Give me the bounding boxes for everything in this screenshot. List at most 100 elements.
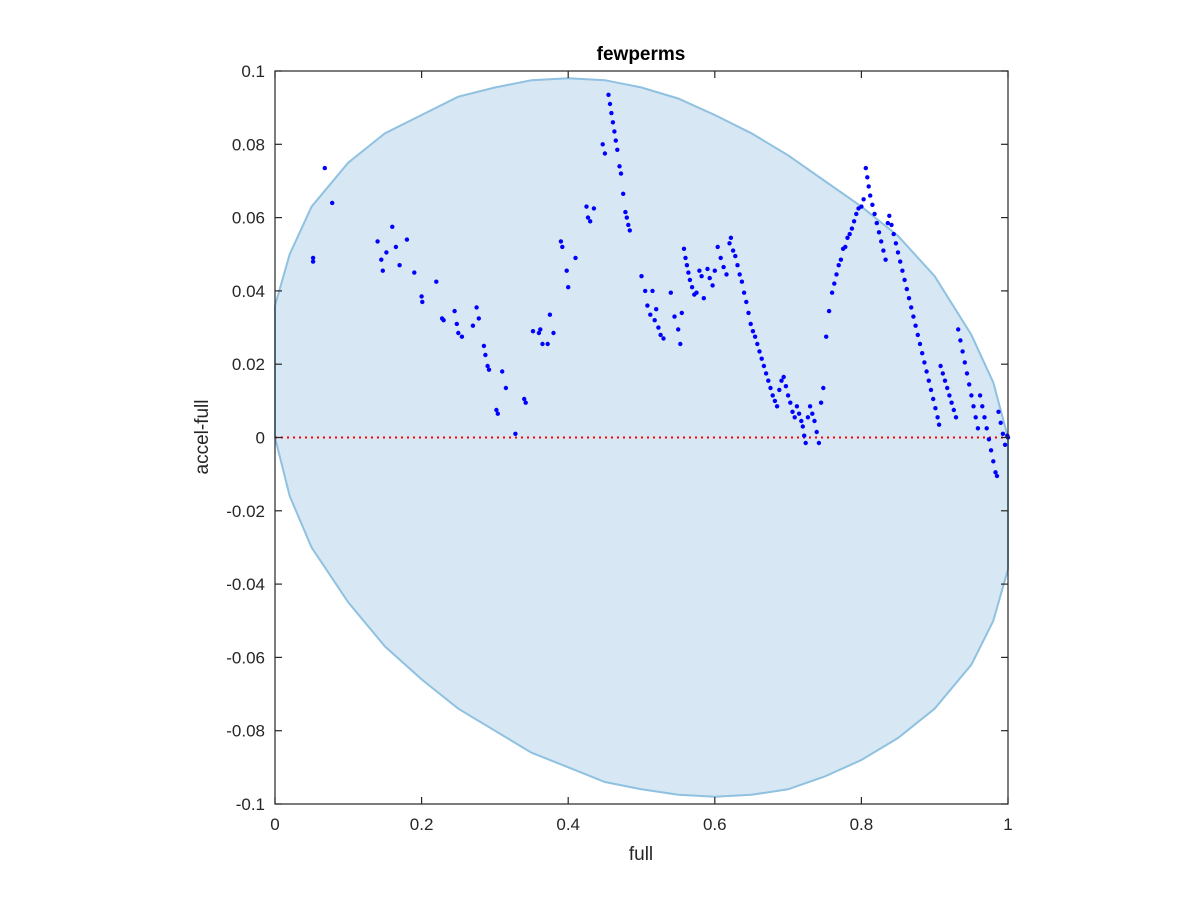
data-point: [679, 310, 684, 316]
data-point: [902, 277, 907, 283]
data-point: [824, 334, 829, 339]
data-point: [615, 147, 620, 152]
data-points: [310, 92, 1011, 479]
data-point: [748, 321, 753, 327]
y-tick-label: 0.08: [232, 135, 265, 154]
data-point: [977, 393, 983, 398]
data-point: [821, 385, 826, 391]
data-point: [474, 305, 479, 310]
y-tick-label: 0: [256, 429, 265, 448]
data-point: [600, 142, 605, 147]
data-point: [545, 341, 550, 347]
data-point: [924, 369, 929, 374]
data-point: [812, 418, 817, 424]
data-point: [503, 385, 509, 391]
data-point: [412, 270, 417, 275]
data-point: [591, 206, 597, 211]
data-point: [991, 459, 996, 464]
data-point: [483, 352, 488, 358]
data-point: [774, 404, 780, 409]
data-point: [705, 266, 710, 272]
data-point: [1002, 442, 1008, 447]
data-point: [623, 209, 628, 215]
data-point: [766, 378, 771, 383]
data-point: [612, 129, 617, 134]
data-point: [763, 371, 769, 376]
data-point: [958, 338, 963, 343]
data-point: [900, 268, 905, 273]
data-point: [969, 393, 974, 398]
data-point: [913, 323, 918, 328]
data-point: [917, 341, 923, 347]
data-point: [838, 257, 844, 262]
data-point: [530, 329, 536, 334]
data-point: [851, 219, 857, 224]
y-tick-label: -0.08: [226, 722, 265, 741]
data-point: [936, 422, 942, 427]
data-point: [699, 274, 704, 279]
data-point: [678, 341, 683, 347]
data-point: [996, 409, 1001, 414]
data-point: [684, 263, 690, 268]
data-point: [718, 255, 723, 261]
data-point: [755, 341, 760, 347]
data-point: [887, 213, 892, 218]
data-point: [523, 400, 528, 405]
data-point: [922, 360, 927, 365]
data-point: [980, 404, 985, 409]
data-point: [710, 283, 715, 288]
data-point: [322, 165, 327, 171]
data-point: [741, 290, 747, 295]
data-point: [639, 274, 644, 279]
data-point: [964, 371, 970, 376]
data-point: [845, 235, 850, 240]
data-point: [799, 418, 804, 424]
data-point: [730, 248, 736, 253]
data-point: [310, 255, 316, 261]
data-point: [870, 202, 875, 207]
data-point: [564, 268, 569, 273]
y-tick-label: 0.04: [232, 282, 265, 301]
data-point: [454, 321, 459, 327]
data-point: [746, 310, 751, 316]
data-point: [865, 175, 870, 180]
data-point: [676, 327, 681, 332]
data-point: [672, 314, 677, 319]
data-point: [668, 290, 673, 295]
data-point: [942, 378, 948, 383]
data-point: [889, 222, 894, 228]
data-point: [935, 415, 940, 420]
data-point: [879, 239, 884, 244]
data-point: [915, 332, 920, 338]
data-point: [945, 385, 950, 391]
data-point: [588, 219, 593, 224]
data-point: [697, 268, 702, 273]
x-tick-label: 0.2: [410, 815, 434, 834]
data-point: [971, 404, 976, 409]
data-point: [770, 393, 775, 398]
data-point: [951, 407, 956, 413]
data-point: [982, 415, 987, 420]
data-point: [648, 312, 653, 317]
data-point: [459, 334, 465, 339]
data-point: [790, 409, 795, 414]
data-point: [621, 191, 626, 196]
data-point: [863, 165, 868, 171]
data-point: [898, 259, 903, 264]
data-point: [681, 246, 687, 251]
data-point: [788, 400, 793, 405]
data-point: [761, 363, 767, 369]
data-point: [613, 138, 618, 143]
y-tick-label: 0.1: [241, 62, 265, 81]
data-point: [452, 308, 457, 314]
x-tick-label: 0.8: [850, 815, 874, 834]
data-point: [772, 398, 778, 404]
data-point: [885, 220, 890, 226]
data-point: [876, 230, 882, 235]
data-point: [661, 336, 666, 341]
data-point: [551, 330, 556, 336]
data-point: [792, 415, 797, 420]
data-point: [849, 226, 855, 231]
data-point: [735, 263, 740, 268]
data-point: [883, 257, 888, 262]
